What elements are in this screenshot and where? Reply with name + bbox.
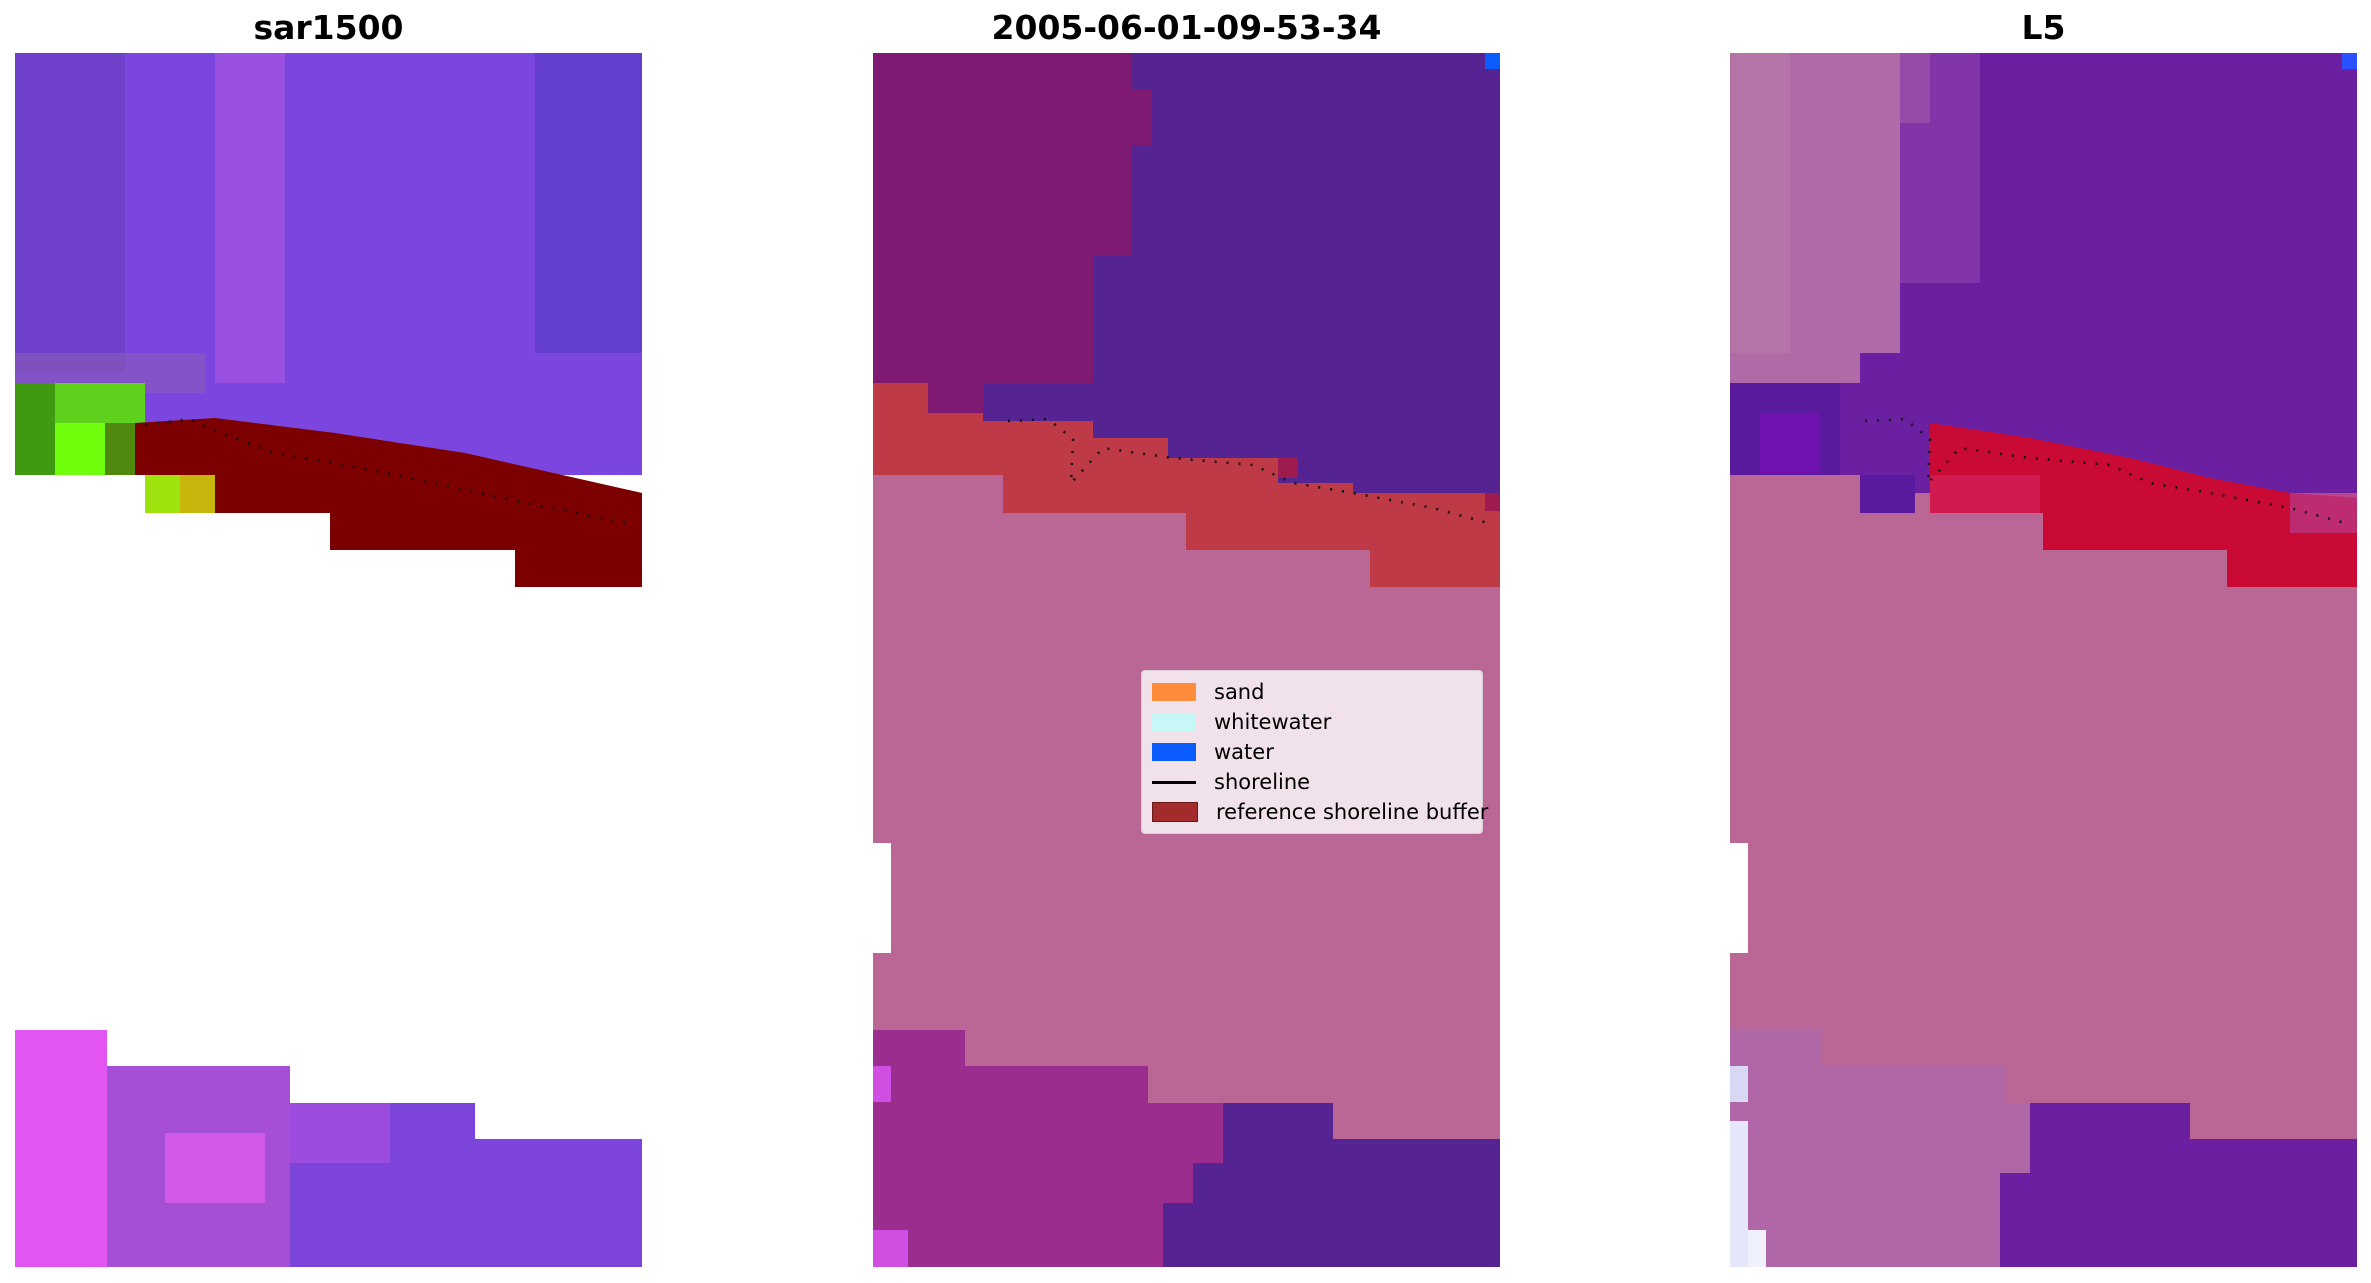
legend-swatch-shoreline <box>1152 780 1196 784</box>
legend-swatch-whitewater <box>1152 713 1196 731</box>
l5-image <box>1730 53 2357 1267</box>
legend-item-reference-shoreline-buffer: reference shoreline buffer <box>1152 797 1488 827</box>
sar-image <box>15 53 642 1267</box>
legend-item-sand: sand <box>1152 677 1472 707</box>
legend-swatch-water <box>1152 743 1196 761</box>
legend-item-water: water <box>1152 737 1472 767</box>
legend-item-whitewater: whitewater <box>1152 707 1472 737</box>
panel-title: 2005-06-01-09-53-34 <box>991 8 1382 47</box>
panel-title: sar1500 <box>253 8 404 47</box>
panel-sar1500: sar1500 <box>15 0 642 1283</box>
legend: sand whitewater water shoreline referenc… <box>1141 670 1488 834</box>
legend-swatch-sand <box>1152 683 1196 701</box>
panel-title: L5 <box>2021 8 2066 47</box>
panel-l5: L5 <box>1730 0 2357 1283</box>
classification-image <box>873 53 1500 1267</box>
legend-item-shoreline: shoreline <box>1152 767 1472 797</box>
legend-swatch-reference-buffer <box>1152 802 1198 822</box>
panel-classification: 2005-06-01-09-53-34 san <box>873 0 1500 1283</box>
